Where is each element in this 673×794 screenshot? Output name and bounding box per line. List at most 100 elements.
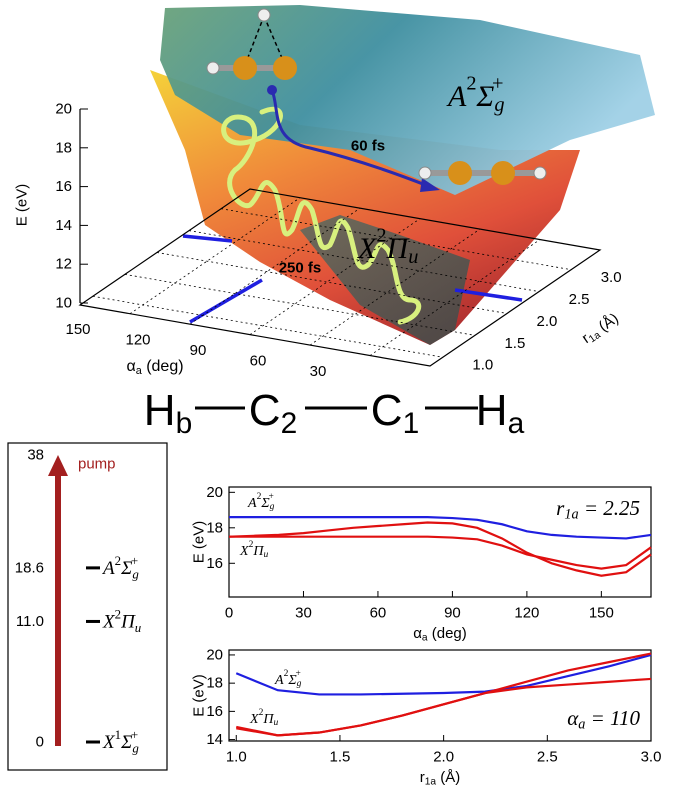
series-label-part: u: [273, 718, 278, 728]
atom-label-part: H: [144, 386, 176, 435]
level-label-part: Π: [120, 611, 136, 632]
level-label-part: A: [101, 557, 115, 578]
series-label-part: u: [263, 550, 268, 560]
z-tick-label: 20: [55, 101, 72, 118]
x-axis-label: αa (deg): [126, 358, 183, 377]
annotation-part: 1a: [564, 506, 578, 522]
surface-label-part: Π: [386, 232, 411, 265]
level-label-part: u: [135, 620, 141, 635]
series-label: X2Πu: [249, 708, 278, 728]
y-tick-label: 16: [206, 555, 223, 572]
annotation: pump: [78, 456, 116, 473]
atom-label-part: 2: [281, 407, 298, 440]
x-axis-label-part: 1a: [425, 776, 437, 787]
annotation-part: a: [578, 716, 585, 732]
series-label-part: X: [249, 712, 259, 727]
level-label: X2Πu: [102, 606, 141, 635]
annotation: 250 fs: [279, 260, 322, 277]
y-tick-label: 20: [206, 484, 223, 501]
x-tick-label: 2.5: [537, 749, 558, 766]
x-tick-label: 60: [250, 353, 267, 370]
series-label-part: A: [247, 496, 257, 511]
surface-label-part: 2: [376, 224, 386, 246]
level-label-part: g: [132, 566, 139, 581]
atom-label: Hb: [144, 386, 192, 440]
series-label-part: g: [270, 502, 275, 512]
y-tick-label: 1.0: [472, 357, 493, 374]
annotation-part: = 110: [585, 706, 640, 730]
level-box: [8, 443, 167, 770]
z-tick-label: 14: [55, 217, 72, 234]
surface-label-part: +: [492, 72, 504, 94]
level-label-part: +: [131, 552, 138, 567]
y-tick-label: 20: [206, 646, 223, 663]
series-label: A2Σg+: [247, 492, 275, 512]
surface-label-part: A: [446, 80, 467, 113]
y-tick-label: 18: [206, 519, 223, 536]
x-tick-label: 60: [370, 605, 387, 622]
series-label-part: g: [297, 679, 302, 689]
pump-arrow-head: [48, 455, 68, 476]
surface-label-part: g: [494, 94, 504, 116]
z-tick-label: 10: [55, 295, 72, 312]
y-tick-label: 18: [206, 675, 223, 692]
y-tick-label: 11.0: [16, 613, 44, 630]
x-axis-label-part: (deg): [142, 358, 184, 375]
surface-label-part: 2: [466, 72, 476, 94]
level-label: X1Σg+: [102, 727, 139, 756]
annotation-part: = 2.25: [579, 496, 640, 520]
z-tick-label: 16: [55, 178, 72, 195]
y-tick-label: 1.5: [504, 335, 525, 352]
z-tick-label: 12: [55, 256, 72, 273]
atom-label: C2: [249, 386, 297, 440]
y-axis-label: E (eV): [191, 674, 208, 717]
figure: 1501209060301.01.52.02.53.0101214161820E…: [0, 0, 673, 794]
y-tick-label: 18.6: [15, 559, 44, 576]
start-point: [267, 85, 277, 95]
y-tick-label: 2.0: [537, 313, 558, 330]
x-tick-label: 120: [125, 332, 150, 349]
x-axis-label-part: α: [413, 625, 422, 642]
z-axis-label: E (eV): [14, 184, 31, 227]
surface-label-part: u: [408, 246, 418, 268]
x-axis-label-part: α: [126, 358, 135, 375]
annotation: 60 fs: [351, 138, 385, 155]
x-tick-label: 30: [295, 605, 312, 622]
annotation: r1a = 2.25: [556, 496, 640, 522]
atom-label: Ha: [476, 386, 525, 440]
x-tick-label: 150: [65, 321, 90, 338]
x-tick-label: 1.5: [330, 749, 351, 766]
x-tick-label: 90: [444, 605, 461, 622]
y-tick-label: 14: [206, 731, 223, 748]
x-axis-label-part: (Å): [436, 769, 460, 786]
x-tick-label: 30: [310, 363, 327, 380]
atom-label: C1: [371, 386, 419, 440]
atom-label-part: C: [249, 386, 281, 435]
y-tick-label: 3.0: [601, 269, 622, 286]
x-axis-label: αa (deg): [413, 625, 467, 644]
series-line: [229, 537, 651, 569]
y-axis-label: r1a (Å): [579, 309, 623, 347]
y-tick-label: 0: [36, 734, 44, 751]
level-label-part: +: [131, 727, 138, 742]
z-tick-label: 18: [55, 139, 72, 156]
annotation: αa = 110: [567, 706, 640, 732]
x-tick-label: 90: [190, 342, 207, 359]
series-label-part: X: [239, 544, 249, 559]
series-label: A2Σg+: [274, 669, 302, 689]
y-tick-label: 2.5: [569, 291, 590, 308]
series-label: X2Πu: [239, 540, 268, 560]
x-tick-label: 1.0: [226, 749, 247, 766]
y-tick-label: 38: [27, 446, 44, 463]
series-line: [229, 517, 651, 538]
x-axis-label: r1a (Å): [420, 769, 461, 788]
surface-label-part: X: [357, 232, 378, 265]
atom-label-part: C: [371, 386, 403, 435]
x-tick-label: 3.0: [641, 749, 662, 766]
y-axis-label: E (eV): [191, 521, 208, 564]
atom-label-part: b: [176, 407, 193, 440]
series-label-part: +: [269, 492, 274, 502]
x-tick-label: 0: [225, 605, 233, 622]
x-tick-label: 2.0: [433, 749, 454, 766]
y-tick-label: 16: [206, 703, 223, 720]
